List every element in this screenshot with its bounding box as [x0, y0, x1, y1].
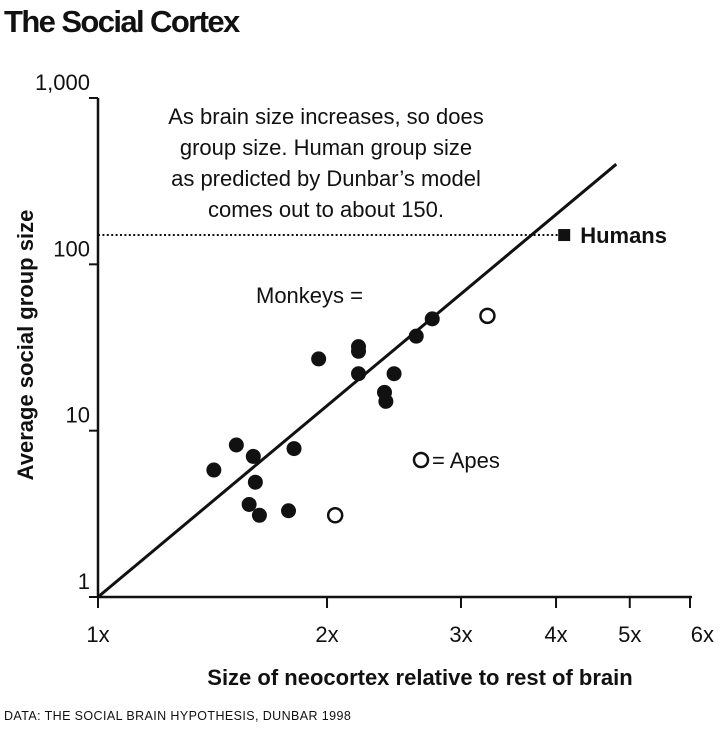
monkey-point: [281, 503, 297, 519]
monkey-point: [424, 311, 440, 327]
ape-point: [479, 307, 496, 325]
human-point: [558, 229, 571, 242]
monkey-point: [378, 393, 394, 409]
legend-apes-label: = Apes: [432, 448, 500, 473]
monkey-point: [251, 507, 267, 523]
x-tick-label: 3x: [449, 622, 472, 647]
x-tick-label: 6x: [691, 622, 714, 647]
monkey-point: [408, 328, 424, 344]
chart-title: The Social Cortex: [4, 4, 240, 39]
monkey-point: [241, 496, 257, 512]
monkey-point: [228, 437, 244, 453]
y-tick-label: 1,000: [35, 70, 90, 95]
legend-apes-marker: [412, 451, 430, 469]
monkey-point: [351, 366, 367, 382]
y-tick-label: 100: [53, 236, 90, 261]
chart-labels: 1x 2x 3x 4x 5x 6x 1 10 100 1,000 Size of neocortex…: [13, 70, 714, 690]
annotation-line: as predicted by Dunbar’s model: [171, 166, 481, 191]
x-tick-label: 5x: [618, 622, 641, 647]
x-tick-label: 4x: [544, 622, 567, 647]
x-axis-label: Size of neocortex relative to rest of br…: [207, 665, 632, 690]
annotation-text: As brain size increases, so does group si…: [168, 104, 484, 222]
monkey-point: [311, 351, 327, 367]
human-point-label: Humans: [580, 223, 667, 248]
y-axis-label: Average social group size: [13, 210, 38, 481]
x-tick-label: 1x: [86, 622, 109, 647]
legend-monkeys-label: Monkeys =: [256, 283, 363, 308]
monkey-point: [247, 474, 263, 490]
annotation-line: As brain size increases, so does: [168, 104, 484, 129]
monkey-point: [386, 366, 402, 382]
annotation-line: group size. Human group size: [180, 135, 472, 160]
annotation-line: comes out to about 150.: [208, 197, 444, 222]
monkey-point: [206, 462, 222, 478]
x-tick-label: 2x: [315, 622, 338, 647]
monkey-point: [245, 448, 261, 464]
axes: [89, 97, 692, 608]
y-tick-label: 1: [78, 569, 90, 594]
source-note: DATA: THE SOCIAL BRAIN HYPOTHESIS, DUNBA…: [4, 709, 352, 723]
monkey-point: [351, 343, 367, 359]
ape-point: [326, 507, 344, 524]
data-points: [206, 229, 571, 524]
monkey-point: [286, 441, 302, 457]
y-tick-label: 10: [66, 403, 90, 428]
